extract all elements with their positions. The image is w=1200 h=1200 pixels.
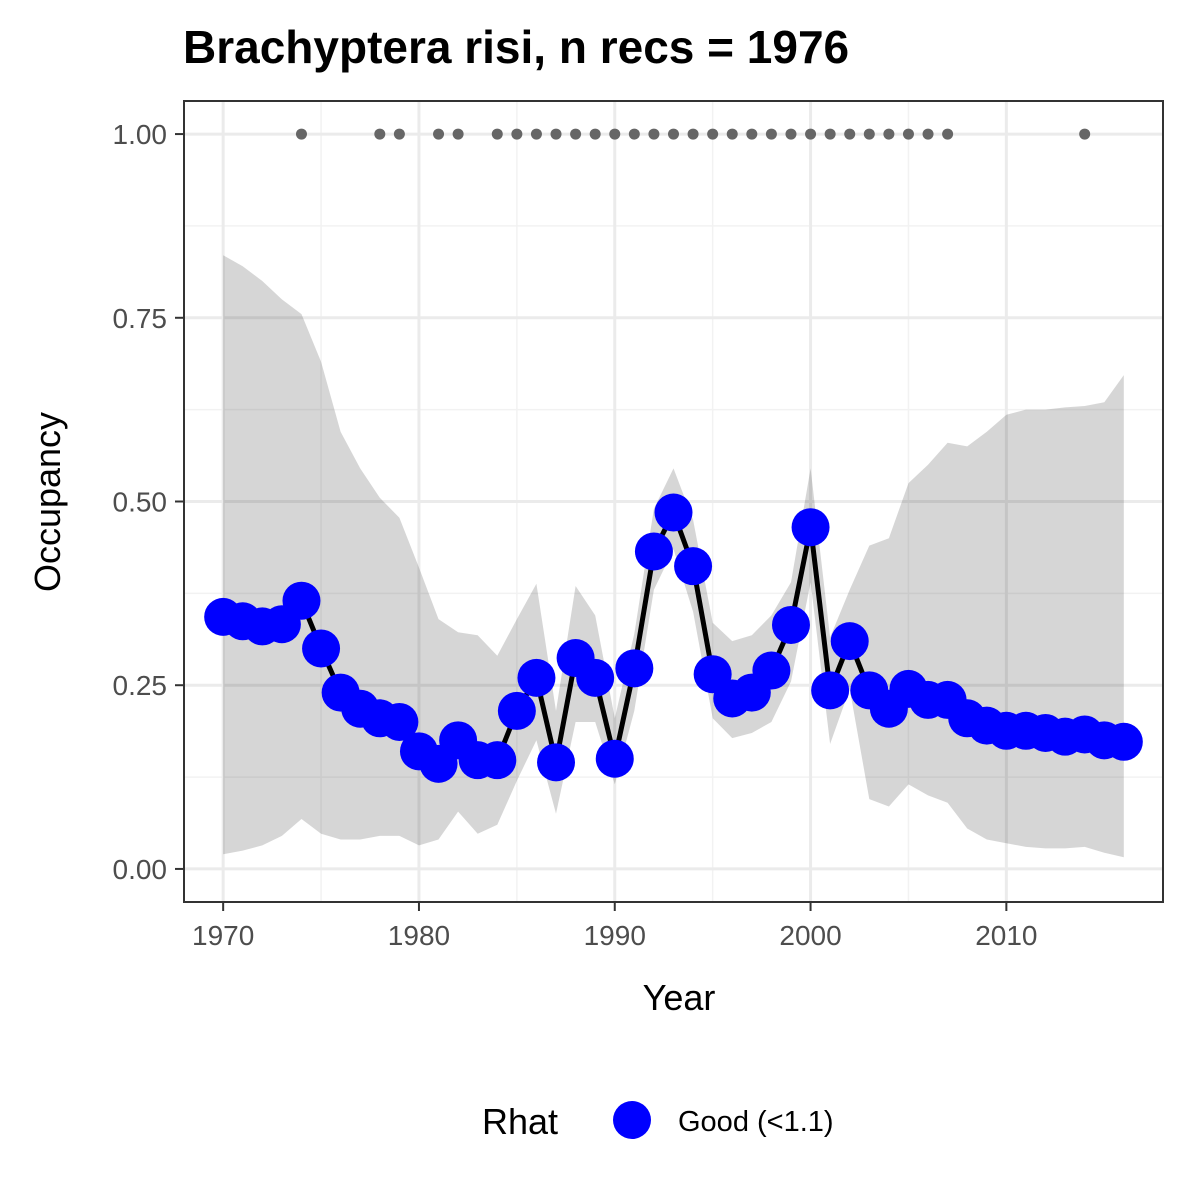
- record-year-marker: [530, 128, 542, 140]
- occupancy-point: [771, 605, 810, 644]
- record-year-marker: [863, 128, 875, 140]
- legend-key-point: [613, 1101, 651, 1139]
- y-tick-label: 0.75: [113, 303, 168, 334]
- legend-title: Rhat: [482, 1101, 558, 1142]
- record-year-marker: [785, 128, 797, 140]
- occupancy-point: [576, 658, 615, 697]
- x-tick-label: 2000: [779, 920, 841, 951]
- occupancy-point: [634, 532, 673, 571]
- record-year-marker: [726, 128, 738, 140]
- occupancy-point: [537, 743, 576, 782]
- record-year-marker: [844, 128, 856, 140]
- record-year-marker: [295, 128, 307, 140]
- x-tick-label: 1990: [584, 920, 646, 951]
- record-year-marker: [805, 128, 817, 140]
- occupancy-point: [752, 651, 791, 690]
- plot-panel: 1970 1980 1990 2000 2010 0.00 0.25 0.50 0.75 1.00: [113, 100, 1164, 951]
- x-axis-title: Year: [643, 977, 716, 1018]
- legend: Rhat Good (<1.1): [482, 1101, 834, 1142]
- record-year-marker: [765, 128, 777, 140]
- record-year-marker: [824, 128, 836, 140]
- record-year-marker: [668, 128, 679, 140]
- record-year-marker: [452, 128, 464, 140]
- occupancy-point: [791, 508, 830, 547]
- occupancy-point: [380, 702, 419, 741]
- record-year-marker: [433, 128, 445, 140]
- occupancy-point: [811, 671, 850, 710]
- record-year-marker: [648, 128, 660, 140]
- y-tick-label: 0.00: [113, 854, 168, 885]
- record-year-marker: [902, 128, 914, 140]
- record-year-marker: [570, 128, 582, 140]
- record-year-marker: [550, 128, 562, 140]
- occupancy-point: [674, 547, 713, 586]
- occupancy-point: [595, 739, 634, 778]
- x-tick-label: 1980: [388, 920, 450, 951]
- occupancy-point: [302, 629, 341, 668]
- record-year-marker: [883, 128, 895, 140]
- record-year-marker: [511, 128, 523, 140]
- occupancy-point: [517, 658, 556, 697]
- record-year-marker: [374, 128, 386, 140]
- y-axis-title: Occupancy: [27, 412, 68, 592]
- occupancy-point: [1104, 722, 1143, 761]
- record-year-marker: [491, 128, 503, 140]
- x-tick-label: 2010: [975, 920, 1037, 951]
- record-year-marker: [942, 128, 954, 140]
- occupancy-point: [478, 741, 517, 780]
- record-year-marker: [589, 128, 601, 140]
- occupancy-point: [615, 649, 654, 688]
- record-year-marker: [746, 128, 758, 140]
- y-tick-label: 1.00: [113, 119, 168, 150]
- occupancy-point: [654, 493, 693, 532]
- y-tick-label: 0.25: [113, 670, 168, 701]
- record-year-marker: [922, 128, 934, 140]
- occupancy-point: [497, 691, 536, 730]
- record-year-marker: [687, 128, 699, 140]
- y-tick-label: 0.50: [113, 487, 168, 518]
- x-tick-label: 1970: [192, 920, 254, 951]
- legend-label-good: Good (<1.1): [678, 1106, 834, 1138]
- record-year-marker: [628, 128, 640, 140]
- record-year-marker: [1079, 128, 1091, 140]
- occupancy-point: [830, 622, 869, 661]
- occupancy-point: [282, 581, 321, 620]
- record-year-marker: [707, 128, 719, 140]
- record-year-marker: [393, 128, 405, 140]
- record-year-marker: [609, 128, 621, 140]
- chart-title: Brachyptera risi, n recs = 1976: [183, 21, 849, 73]
